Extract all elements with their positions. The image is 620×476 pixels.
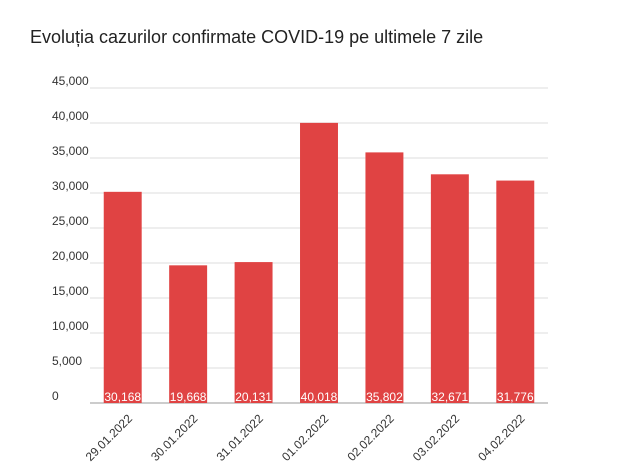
y-tick-label: 15,000 [52,284,89,298]
x-tick-label: 04.02.2022 [475,411,528,464]
bar [300,122,338,404]
bar [169,265,208,403]
x-tick-label: 31.01.2022 [214,411,267,464]
value-label: 19,668 [170,390,207,404]
y-tick-label: 5,000 [52,354,82,368]
value-label: 20,131 [235,390,272,404]
bar [103,191,142,403]
value-label: 32,671 [432,390,469,404]
value-label: 40,018 [301,390,338,404]
x-tick-label: 30.01.2022 [148,411,201,464]
value-label: 35,802 [366,390,403,404]
y-tick-label: 40,000 [52,109,89,123]
chart-title: Evoluția cazurilor confirmate COVID-19 p… [30,27,483,47]
value-label: 30,168 [104,390,141,404]
bar [365,152,404,403]
y-tick-label: 0 [52,389,59,403]
x-tick-label: 02.02.2022 [344,411,397,464]
y-tick-label: 35,000 [52,144,89,158]
y-tick-label: 30,000 [52,179,89,193]
y-tick-label: 20,000 [52,249,89,263]
value-label: 31,776 [497,390,534,404]
bar [430,174,469,403]
x-tick-label: 01.02.2022 [279,411,332,464]
bar [234,262,273,403]
bar [496,180,535,403]
x-tick-label: 03.02.2022 [410,411,463,464]
x-tick-label: 29.01.2022 [83,411,136,464]
y-tick-label: 45,000 [52,74,89,88]
y-tick-label: 25,000 [52,214,89,228]
y-tick-label: 10,000 [52,319,89,333]
